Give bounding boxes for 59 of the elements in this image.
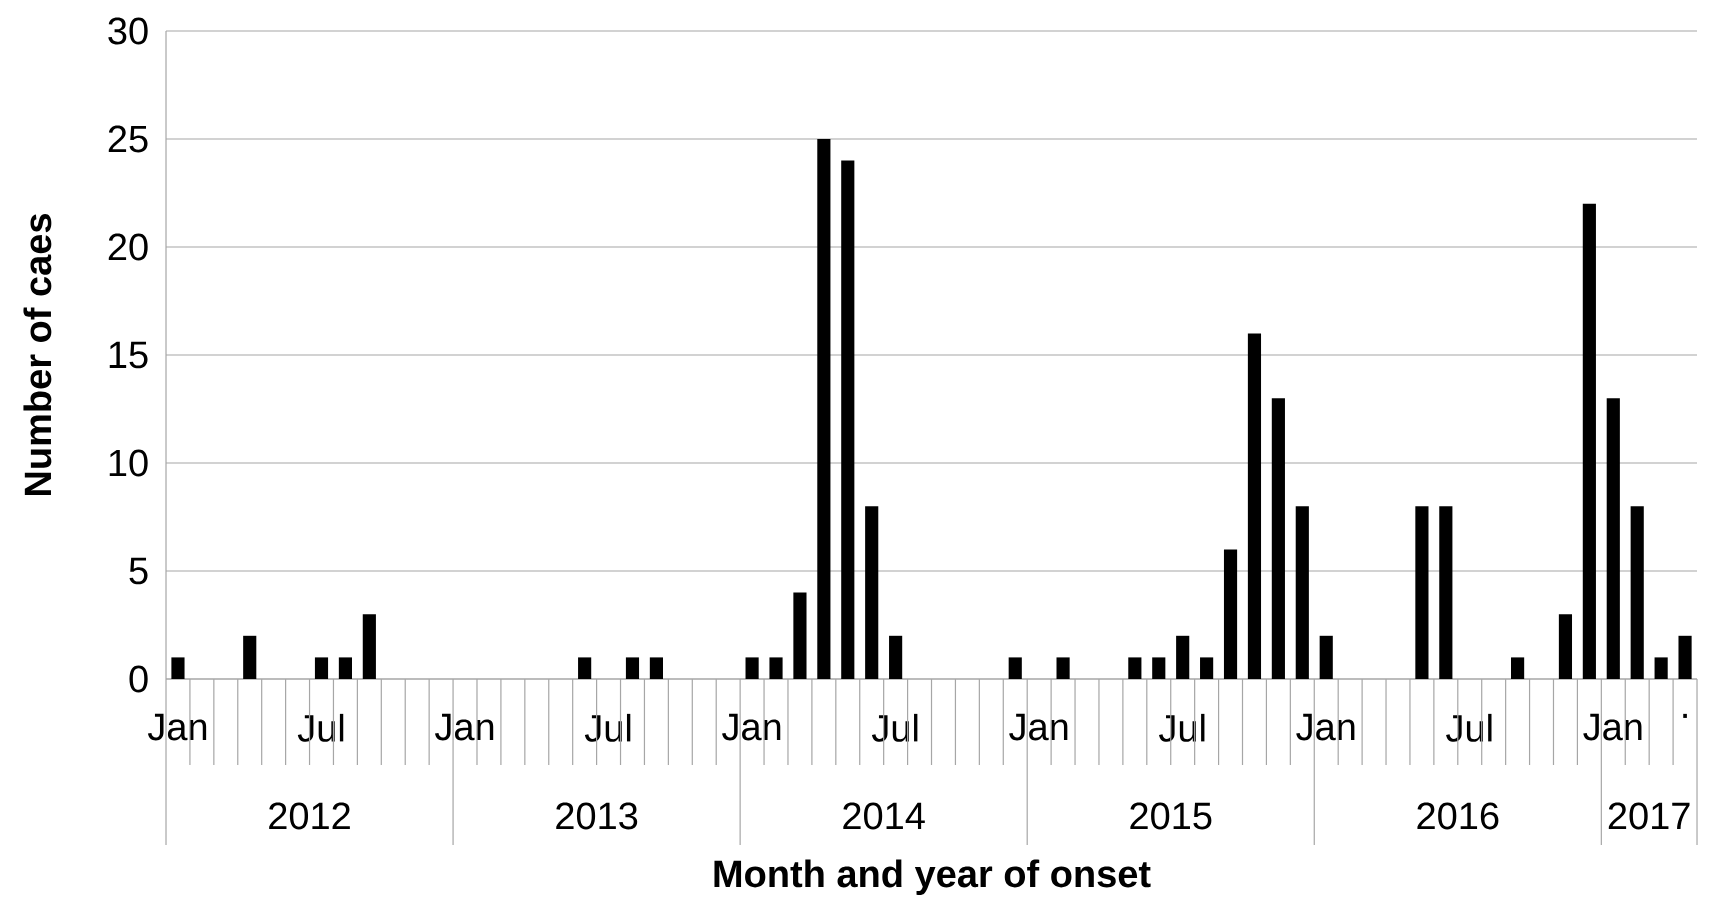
bar [578, 657, 592, 679]
bar [841, 160, 855, 679]
bar [649, 657, 663, 679]
bar [745, 657, 759, 679]
bar [1558, 614, 1573, 679]
y-axis-title: Number of caes [23, 214, 52, 495]
bar [1056, 657, 1070, 679]
x-tick-label: Jan [434, 713, 494, 741]
x-tick-label: Jul [1446, 713, 1492, 742]
bar [769, 657, 783, 679]
bar [1247, 333, 1262, 679]
bar [1654, 657, 1668, 679]
bar [338, 657, 352, 679]
x-tick-label: . [1683, 713, 1687, 718]
x-axis-title: Month and year of onset [714, 859, 1151, 895]
text: 2012 [269, 802, 350, 830]
bar [1008, 657, 1022, 679]
bar [314, 657, 329, 679]
x-tick-label: Jan [1009, 713, 1068, 741]
bar [1295, 506, 1309, 679]
y-tick-label: 0 [129, 665, 148, 693]
bar [1319, 635, 1333, 679]
bar [171, 657, 185, 679]
text: 2015 [1130, 802, 1212, 830]
x-tick-label: Jan [1296, 713, 1355, 741]
bar [1439, 506, 1453, 679]
y-tick-label: 5 [129, 557, 148, 585]
bar [889, 635, 903, 679]
x-tick-label: Jan [147, 713, 207, 741]
bar [817, 138, 831, 679]
bar [1271, 398, 1285, 679]
y-tick-label: 20 [108, 233, 148, 261]
text: 2017 [1608, 802, 1690, 830]
text: 2014 [843, 802, 925, 830]
y-tick-label: 25 [108, 125, 148, 153]
bar [1128, 657, 1142, 679]
bar [793, 592, 807, 679]
bar [1606, 398, 1620, 679]
bar [1415, 506, 1429, 679]
bar [362, 614, 376, 679]
y-tick-label: 30 [108, 17, 148, 45]
bar [243, 635, 257, 679]
x-tick-label: Jan [1583, 713, 1642, 741]
bar [1511, 657, 1525, 679]
bar [1630, 506, 1644, 679]
y-tick-label: 15 [109, 341, 148, 369]
text: 2013 [556, 802, 638, 830]
bar [1582, 203, 1596, 679]
bar [1223, 549, 1238, 679]
bar [865, 506, 879, 679]
bar [1176, 635, 1190, 679]
x-tick-label: Jul [1159, 713, 1205, 742]
bar [1200, 657, 1214, 679]
bar [1678, 635, 1692, 679]
text: 2016 [1417, 802, 1499, 830]
y-tick-label: 10 [109, 449, 148, 477]
bar [1152, 657, 1166, 679]
x-tick-label: Jan [722, 713, 781, 741]
bar [625, 657, 640, 679]
